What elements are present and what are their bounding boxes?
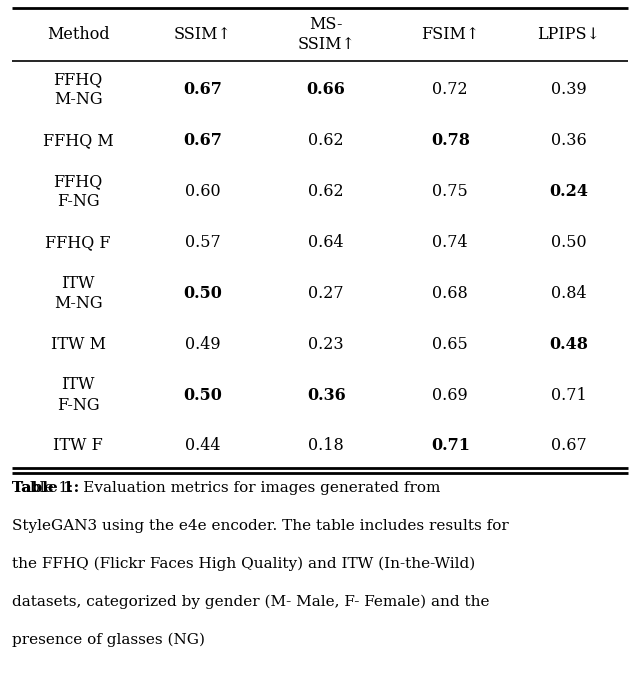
Text: ITW
M-NG: ITW M-NG [54,275,102,312]
Text: 0.75: 0.75 [433,183,468,200]
Text: FFHQ F: FFHQ F [45,234,111,251]
Text: 0.50: 0.50 [184,285,222,302]
Text: 0.50: 0.50 [184,386,222,404]
Text: 0.67: 0.67 [184,132,222,149]
Text: FFHQ M: FFHQ M [43,132,113,149]
Text: presence of glasses (NG): presence of glasses (NG) [12,633,205,647]
Text: the FFHQ (Flickr Faces High Quality) and ITW (In-the-Wild): the FFHQ (Flickr Faces High Quality) and… [12,557,476,571]
Text: 0.72: 0.72 [433,81,468,98]
Text: LPIPS↓: LPIPS↓ [538,26,600,43]
Text: 0.84: 0.84 [551,285,587,302]
Text: 0.68: 0.68 [433,285,468,302]
Text: 0.39: 0.39 [551,81,587,98]
Text: StyleGAN3 using the e4e encoder. The table includes results for: StyleGAN3 using the e4e encoder. The tab… [12,519,509,533]
Text: SSIM↑: SSIM↑ [174,26,232,43]
Text: 0.65: 0.65 [433,336,468,353]
Text: MS-
SSIM↑: MS- SSIM↑ [297,15,355,53]
Text: 0.69: 0.69 [433,386,468,404]
Text: 0.74: 0.74 [433,234,468,251]
Text: 0.78: 0.78 [431,132,470,149]
Text: FFHQ
F-NG: FFHQ F-NG [54,173,103,210]
Text: ITW
F-NG: ITW F-NG [57,376,100,414]
Text: 0.67: 0.67 [184,81,222,98]
Text: 0.48: 0.48 [549,336,588,353]
Text: 0.18: 0.18 [308,437,344,454]
Text: 0.64: 0.64 [308,234,344,251]
Text: 0.49: 0.49 [185,336,221,353]
Text: datasets, categorized by gender (M- Male, F- Female) and the: datasets, categorized by gender (M- Male… [12,595,490,609]
Text: Table 1:: Table 1: [12,481,79,495]
Text: 0.60: 0.60 [185,183,221,200]
Text: FFHQ
M-NG: FFHQ M-NG [54,71,103,108]
Text: Table 1:  Evaluation metrics for images generated from: Table 1: Evaluation metrics for images g… [12,481,440,495]
Text: 0.67: 0.67 [551,437,587,454]
Text: 0.44: 0.44 [185,437,221,454]
Text: 0.71: 0.71 [551,386,587,404]
Text: 0.24: 0.24 [549,183,588,200]
Text: ITW M: ITW M [51,336,106,353]
Text: 0.23: 0.23 [308,336,344,353]
Text: 0.36: 0.36 [551,132,587,149]
Text: 0.50: 0.50 [551,234,587,251]
Text: 0.57: 0.57 [185,234,221,251]
Text: ITW F: ITW F [53,437,103,454]
Text: 0.71: 0.71 [431,437,470,454]
Text: 0.27: 0.27 [308,285,344,302]
Text: 0.62: 0.62 [308,132,344,149]
Text: 0.62: 0.62 [308,183,344,200]
Text: 0.66: 0.66 [307,81,346,98]
Text: Method: Method [47,26,109,43]
Text: 0.36: 0.36 [307,386,346,404]
Text: FSIM↑: FSIM↑ [421,26,479,43]
